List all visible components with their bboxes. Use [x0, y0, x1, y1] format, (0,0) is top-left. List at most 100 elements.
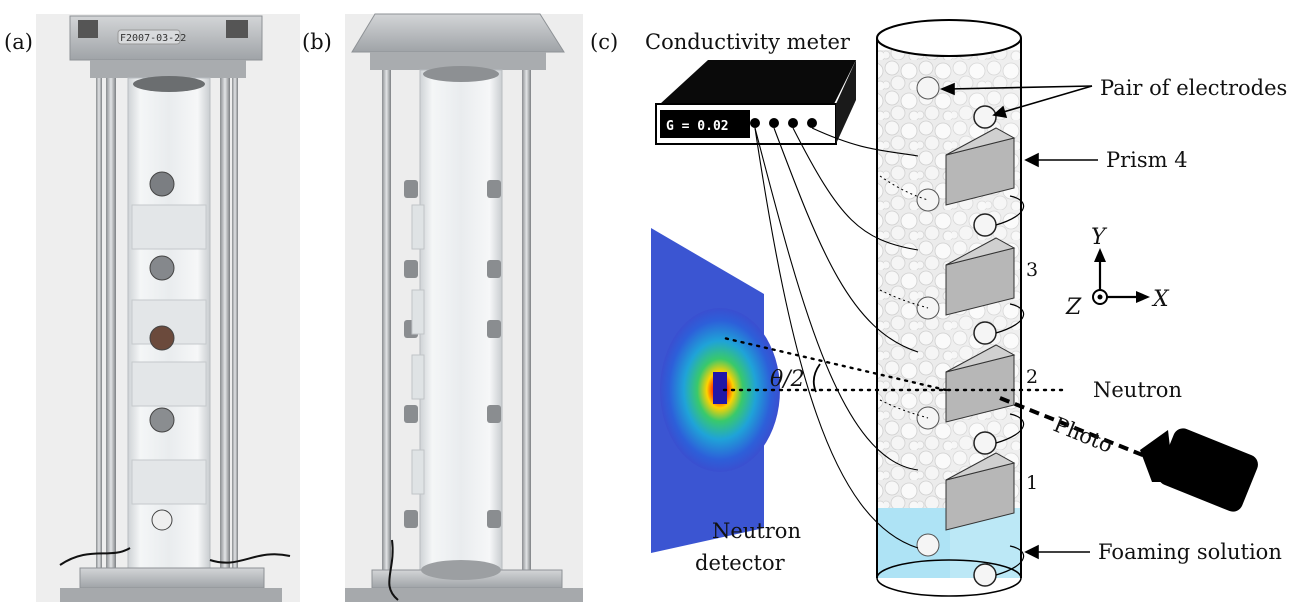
electrode-front-1: [973, 105, 997, 129]
theta-arc: [812, 363, 821, 393]
cable-b: [388, 539, 399, 601]
terminal-1: [750, 118, 760, 128]
annotation-arrows: [939, 82, 1098, 560]
x-axis-arrowhead: [1136, 291, 1150, 303]
glass-tube-b: [419, 69, 503, 571]
electrode-front-2: [973, 213, 997, 237]
meter-wires: [754, 127, 919, 549]
tube-b-bottom: [421, 560, 501, 580]
electrode-back-5: [916, 533, 940, 557]
meter-display-value: G = 0.02: [666, 119, 729, 134]
name-plate: [117, 29, 181, 45]
prism-3: [945, 237, 1016, 316]
prism-photo-a-4: [131, 204, 207, 250]
photo-a: (a) F2007-03-22: [4, 14, 300, 602]
prism-4: [945, 127, 1016, 206]
electrode-front-5: [973, 563, 997, 587]
meter-display: [660, 110, 750, 138]
electrode-photo-a-5: [151, 509, 173, 531]
rod-left-outer: [96, 78, 102, 568]
rod-b-right: [522, 70, 531, 570]
panel-label-a: (a): [4, 30, 33, 54]
photo-path: [999, 396, 1151, 460]
base-foot: [60, 588, 282, 602]
foaming-solution-label: Foaming solution: [1098, 540, 1282, 564]
electrode-photo-a-4: [149, 407, 175, 433]
rod-right-outer: [232, 78, 238, 568]
conductivity-meter: G = 0.02: [655, 60, 856, 145]
electrode-wire-5: [995, 545, 1025, 576]
window-b-3: [411, 289, 425, 335]
terminal-3: [788, 118, 798, 128]
prism-2: [945, 344, 1016, 423]
electrode-back-2: [916, 188, 940, 212]
base-foot-b: [345, 588, 583, 602]
neutron-beam: [722, 336, 1064, 392]
tube-b-top: [423, 66, 499, 82]
coordinate-axes: Y X Z: [1065, 225, 1170, 320]
rod-left: [106, 78, 116, 568]
window-b-1: [411, 449, 425, 495]
schematic-c: (c) Conductivity meter G = 0.02 Neutron …: [590, 19, 1287, 597]
top-clamp-left: [78, 20, 98, 38]
electrodes: [916, 76, 1025, 587]
upper-flange-b: [370, 52, 546, 70]
prism-photo-a-2: [131, 361, 207, 407]
upper-flange: [90, 60, 246, 78]
window-b-2: [411, 354, 425, 400]
electrode-front-4: [973, 431, 997, 455]
name-plate-text: F2007-03-22: [120, 33, 186, 44]
electrode-front-3: [973, 321, 997, 345]
z-axis-dot: [1097, 294, 1103, 300]
prism-1: [945, 452, 1016, 531]
prism-photo-a-1: [131, 459, 207, 505]
neutron-label: Neutron: [1093, 378, 1182, 402]
theta-label: θ/2: [770, 367, 805, 392]
prism-1-label: 1: [1026, 472, 1038, 494]
camera-icon: [1140, 428, 1258, 512]
meter-side-face: [836, 60, 856, 144]
top-clamp-right: [226, 20, 248, 38]
column-top: [876, 19, 1022, 57]
electrode-back-1: [916, 76, 940, 100]
rod-b-left: [382, 70, 391, 570]
top-plate-b: [351, 13, 565, 53]
electrode-wire-2: [995, 195, 1025, 226]
y-axis-label: Y: [1091, 225, 1108, 250]
pair-of-electrodes-label: Pair of electrodes: [1100, 76, 1287, 100]
prism-3-label: 3: [1026, 259, 1038, 281]
panel-label-c: (c): [590, 30, 618, 54]
base-plate: [79, 567, 265, 589]
x-axis-label: X: [1151, 287, 1170, 312]
electrode-wire-4: [995, 413, 1025, 444]
terminal-2: [769, 118, 779, 128]
electrode-photo-a-2: [149, 255, 175, 281]
panel-label-b: (b): [302, 30, 332, 54]
photo-b: (b): [302, 13, 583, 602]
z-axis-label: Z: [1065, 295, 1082, 320]
inner-dotted-wires: [879, 175, 929, 419]
electrode-wire-3: [995, 303, 1025, 334]
photo-label: Photo: [1050, 412, 1116, 457]
neutron-detector-label-1: Neutron: [712, 519, 801, 543]
terminal-4: [807, 118, 817, 128]
y-axis-arrowhead: [1094, 248, 1106, 262]
electrode-photo-a-1: [149, 171, 175, 197]
prisms: [945, 127, 1016, 531]
conductivity-meter-label: Conductivity meter: [645, 30, 851, 54]
electrode-photo-a-3: [149, 325, 175, 351]
tube-top-opening: [133, 76, 205, 92]
prism-4-label: Prism 4: [1106, 148, 1188, 172]
prism-2-label: 2: [1026, 366, 1038, 388]
neutron-detector: Neutron detector: [651, 228, 801, 575]
knobs-right: [487, 180, 501, 528]
cable-a-right: [209, 553, 291, 564]
neutron-detector-label-2: detector: [695, 551, 786, 575]
cable-a: [59, 547, 131, 566]
meter-top-face: [660, 60, 856, 104]
window-b-4: [411, 204, 425, 250]
beam-stop: [713, 372, 727, 404]
column-bottom: [876, 559, 1022, 597]
rod-right: [220, 78, 230, 568]
